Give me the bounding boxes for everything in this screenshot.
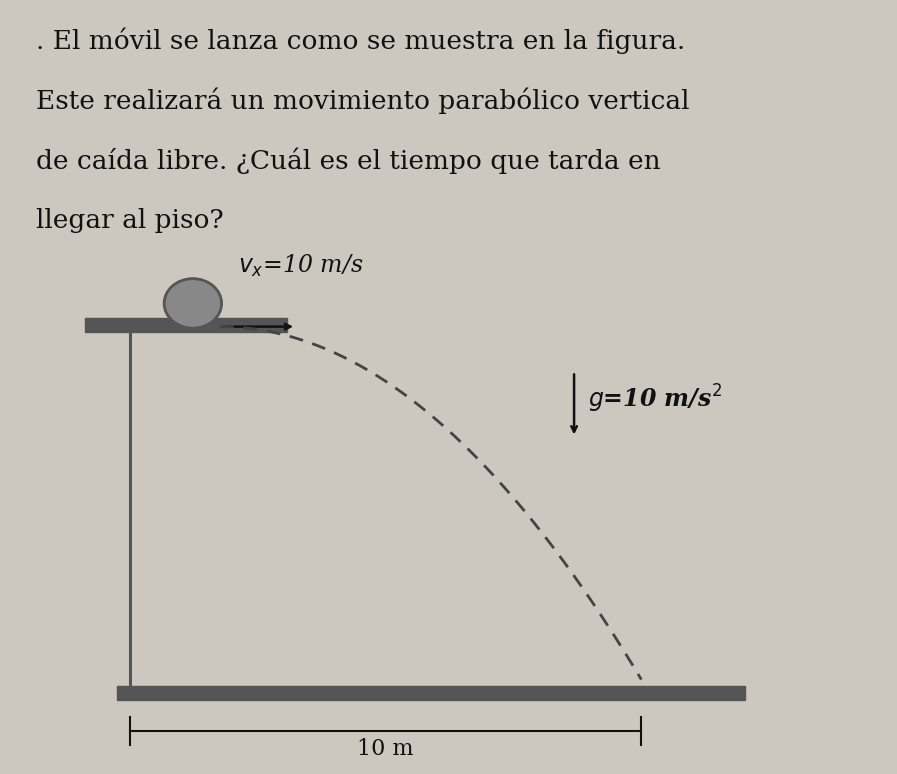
Text: Este realizará un movimiento parabólico vertical: Este realizará un movimiento parabólico … [36, 87, 690, 114]
Circle shape [164, 279, 222, 328]
Text: 10 m: 10 m [358, 738, 414, 759]
Bar [117, 686, 745, 700]
Text: llegar al piso?: llegar al piso? [36, 208, 223, 233]
Text: de caída libre. ¿Cuál es el tiempo que tarda en: de caída libre. ¿Cuál es el tiempo que t… [36, 148, 660, 174]
Text: . El móvil se lanza como se muestra en la figura.: . El móvil se lanza como se muestra en l… [36, 27, 685, 53]
Text: $g$=10 m/s$^2$: $g$=10 m/s$^2$ [588, 382, 721, 415]
Bar [85, 318, 287, 332]
Text: $v_x$=10 m/s: $v_x$=10 m/s [238, 252, 363, 279]
